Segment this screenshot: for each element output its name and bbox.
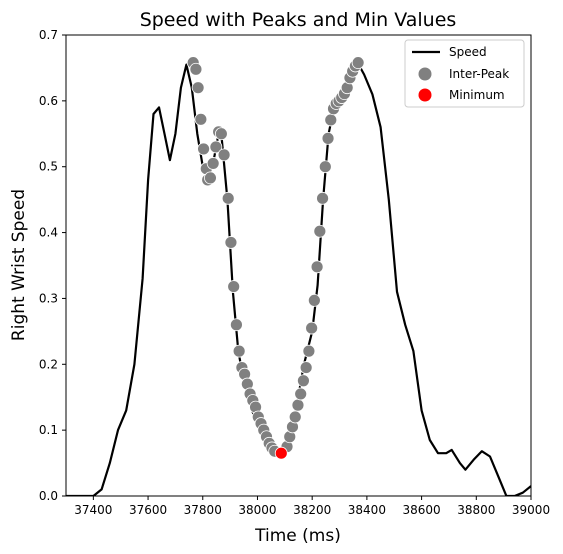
x-tick-label: 38000 [238, 503, 276, 517]
inter-peak-point [324, 113, 338, 127]
inter-peak-point [197, 142, 210, 156]
y-tick-label: 0.1 [39, 423, 58, 437]
inter-peak-point [313, 224, 327, 238]
inter-peak-point [224, 236, 238, 249]
inter-peak-point [206, 157, 220, 170]
inter-peak-point [214, 127, 228, 141]
y-tick-label: 0.0 [39, 489, 58, 503]
inter-peak-point [191, 81, 205, 95]
x-tick-label: 37400 [74, 503, 112, 517]
plot-area [66, 56, 531, 496]
x-tick-label: 38800 [457, 503, 495, 517]
inter-peak-point [288, 410, 302, 424]
legend: Speed Inter-Peak Minimum [404, 39, 525, 108]
x-tick-label: 37600 [129, 503, 167, 517]
inter-peak-point [230, 318, 243, 332]
inter-peak-point [217, 148, 231, 162]
y-tick-label: 0.2 [39, 357, 58, 371]
inter-peak-point [294, 387, 308, 401]
inter-peak-point [209, 140, 223, 154]
x-tick-label: 39000 [512, 503, 550, 517]
y-axis: 0.0 0.1 0.2 0.3 0.4 0.5 0.6 0.7 [39, 28, 66, 503]
legend-minimum-swatch [418, 88, 432, 102]
inter-peak-point [351, 56, 365, 70]
inter-peak-point [302, 344, 316, 358]
inter-peak-point [189, 62, 203, 76]
inter-peak-point [204, 171, 217, 185]
inter-peak-point [310, 260, 324, 274]
inter-peak-point [316, 191, 329, 205]
y-tick-label: 0.5 [39, 160, 58, 174]
inter-peak-point [307, 294, 321, 307]
legend-interpeak-label: Inter-Peak [449, 67, 509, 81]
x-tick-label: 38200 [293, 503, 331, 517]
x-axis: 37400 37600 37800 38000 38200 38400 38600 38800… [74, 496, 550, 517]
y-tick-label: 0.4 [39, 226, 58, 240]
inter-peak-point [299, 361, 313, 374]
y-tick-label: 0.7 [39, 28, 58, 42]
inter-peak-point [221, 191, 235, 205]
inter-peak-point [321, 131, 335, 145]
legend-minimum-label: Minimum [449, 88, 505, 102]
x-axis-label: Time (ms) [254, 526, 341, 546]
inter-peak-point [291, 398, 305, 412]
plot-frame [65, 34, 532, 497]
x-tick-label: 38400 [348, 503, 386, 517]
inter-peak-point [297, 374, 310, 388]
y-axis-label: Right Wrist Speed [9, 189, 29, 341]
x-tick-label: 38600 [402, 503, 440, 517]
legend-speed-label: Speed [449, 45, 487, 59]
inter-peak-point [194, 112, 208, 126]
legend-box [404, 39, 525, 108]
y-tick-label: 0.3 [39, 291, 58, 305]
inter-peak-point [305, 321, 319, 335]
speed-line [66, 63, 531, 496]
inter-peak-point [227, 280, 241, 293]
minimum-point [274, 446, 288, 460]
y-tick-label: 0.6 [39, 94, 58, 108]
inter-peak-point [232, 344, 246, 358]
chart-title: Speed with Peaks and Min Values [140, 9, 457, 31]
legend-interpeak-swatch [418, 67, 432, 81]
x-tick-label: 37800 [184, 503, 222, 517]
inter-peak-point [318, 160, 332, 174]
